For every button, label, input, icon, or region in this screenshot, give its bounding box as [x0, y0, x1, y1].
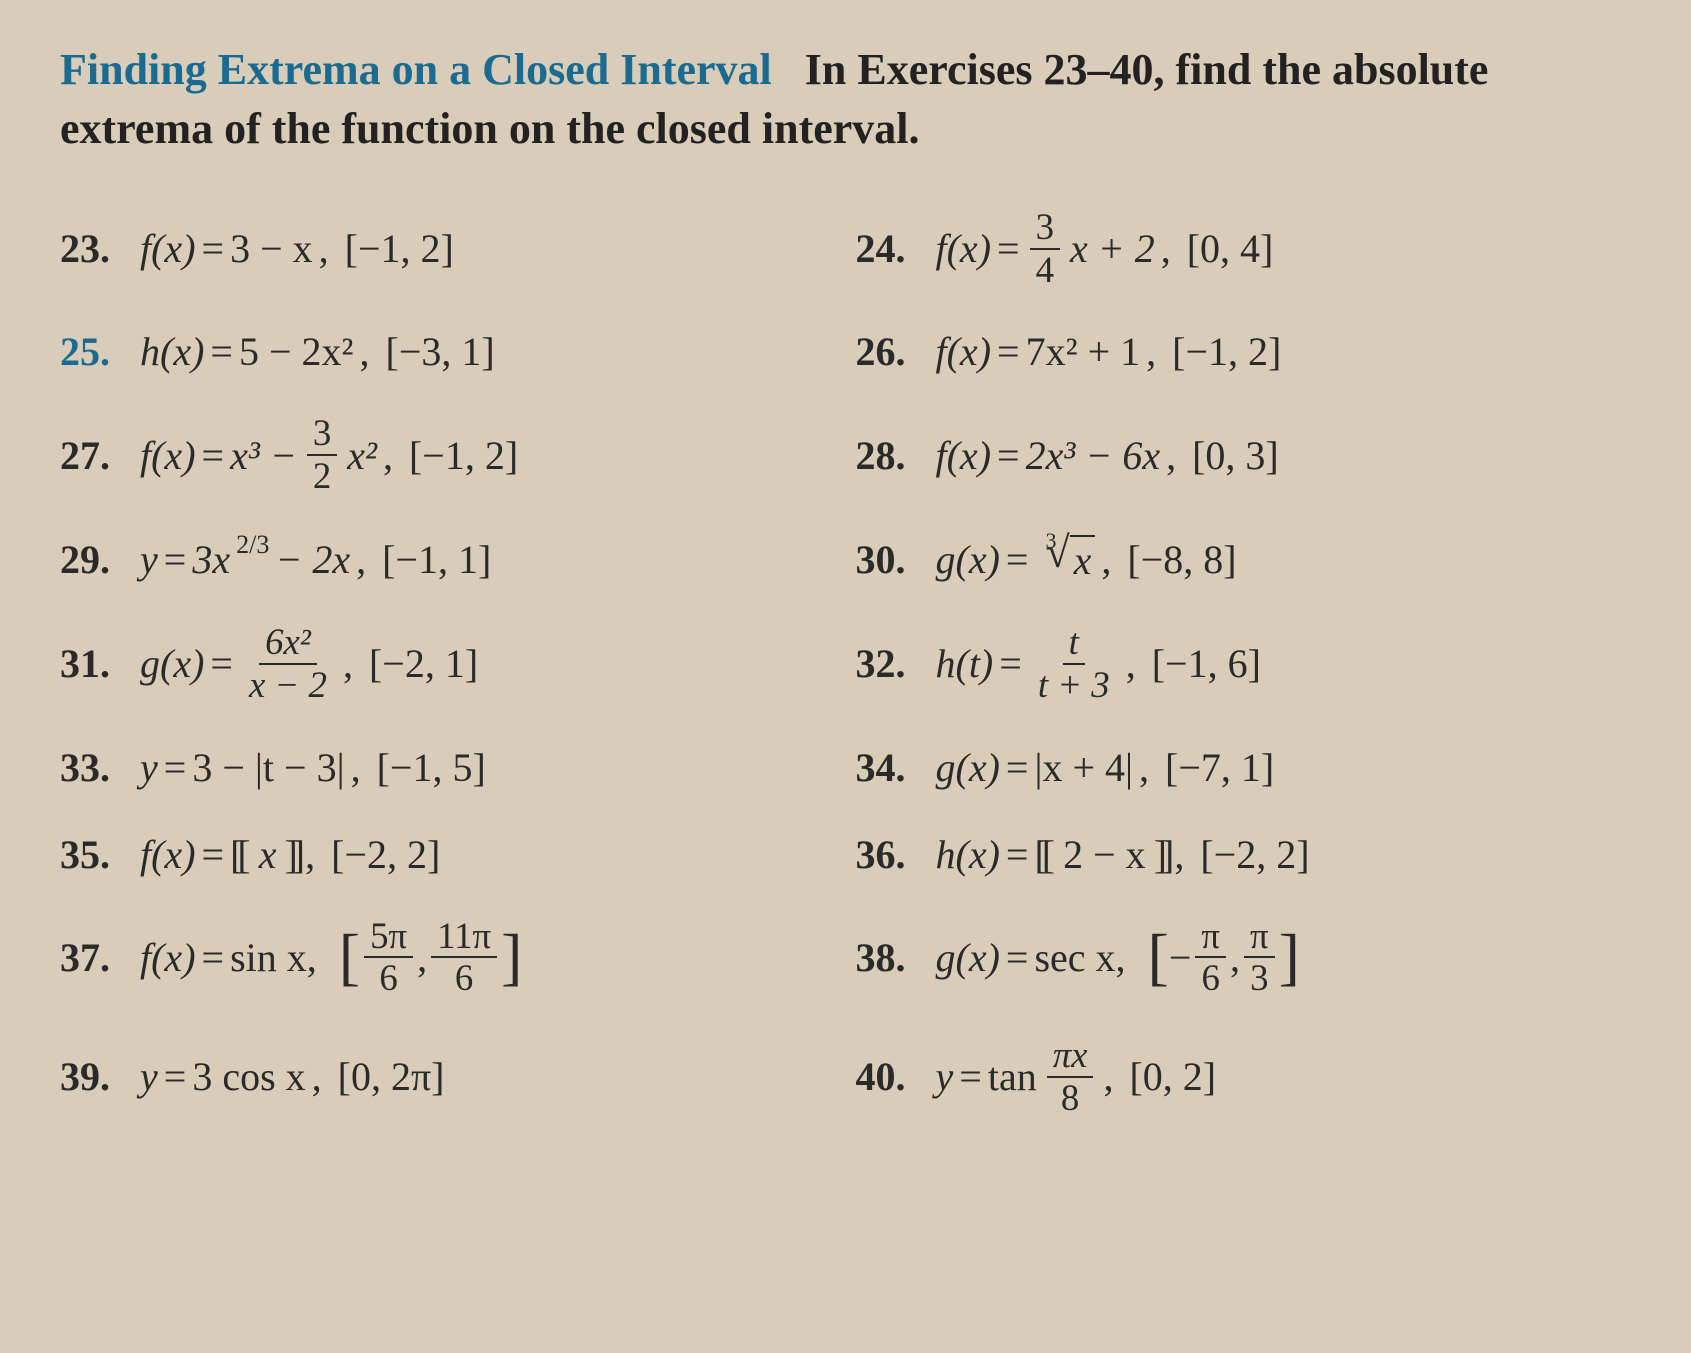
heading-title: Finding Extrema on a Closed Interval	[60, 45, 772, 94]
problem-number: 25.	[60, 328, 124, 375]
fraction: 6x² x − 2	[243, 624, 333, 704]
problem-28: 28. f(x) = 2x³ − 6x, [0, 3]	[856, 415, 1632, 495]
problem-27: 27. f(x) = x³ − 3 2 x², [−1, 2]	[60, 415, 836, 495]
problems-grid: 23. f(x) = 3 − x, [−1, 2] 24. f(x) = 3 4…	[60, 209, 1631, 1117]
fraction: 11π 6	[431, 918, 497, 998]
problem-expression: g(x) = |x + 4|, [−7, 1]	[936, 744, 1275, 791]
problem-expression: f(x) = 2x³ − 6x, [0, 3]	[936, 432, 1279, 479]
problem-expression: g(x) = 3 √x , [−8, 8]	[936, 535, 1237, 584]
problem-33: 33. y = 3 − |t − 3|, [−1, 5]	[60, 744, 836, 791]
problem-number: 36.	[856, 831, 920, 878]
fraction: t t + 3	[1032, 624, 1116, 704]
problem-expression: h(t) = t t + 3 , [−1, 6]	[936, 624, 1261, 704]
problem-expression: f(x) = sin x, [ 5π 6 , 11π 6 ]	[140, 918, 522, 998]
problem-number: 24.	[856, 225, 920, 272]
fraction: 3 4	[1030, 209, 1060, 289]
problem-30: 30. g(x) = 3 √x , [−8, 8]	[856, 535, 1632, 584]
interval-brackets: [ − π 6 , π 3 ]	[1148, 918, 1300, 998]
problem-expression: g(x) = 6x² x − 2 , [−2, 1]	[140, 624, 478, 704]
problem-number: 31.	[60, 640, 124, 687]
fraction: π 6	[1195, 918, 1226, 998]
cube-root: 3 √x	[1034, 535, 1095, 584]
problem-38: 38. g(x) = sec x, [ − π 6 , π 3 ]	[856, 918, 1632, 998]
interval-brackets: [ 5π 6 , 11π 6 ]	[339, 918, 523, 998]
problem-25: 25. h(x) = 5 − 2x², [−3, 1]	[60, 328, 836, 375]
problem-number: 39.	[60, 1053, 124, 1100]
problem-number: 29.	[60, 536, 124, 583]
problem-number: 34.	[856, 744, 920, 791]
problem-number: 32.	[856, 640, 920, 687]
fraction: 5π 6	[364, 918, 413, 998]
problem-number: 23.	[60, 225, 124, 272]
problem-number: 38.	[856, 934, 920, 981]
problem-expression: h(x) = [[2 − x]], [−2, 2]	[936, 831, 1310, 878]
problem-23: 23. f(x) = 3 − x, [−1, 2]	[60, 209, 836, 289]
problem-expression: y = 3x2/3 − 2x, [−1, 1]	[140, 536, 491, 583]
section-heading: Finding Extrema on a Closed Interval In …	[60, 40, 1631, 159]
fraction: πx 8	[1047, 1037, 1094, 1117]
problem-29: 29. y = 3x2/3 − 2x, [−1, 1]	[60, 535, 836, 584]
problem-expression: y = 3 cos x, [0, 2π]	[140, 1053, 445, 1100]
problem-34: 34. g(x) = |x + 4|, [−7, 1]	[856, 744, 1632, 791]
problem-number: 27.	[60, 432, 124, 479]
problem-number: 33.	[60, 744, 124, 791]
problem-number: 28.	[856, 432, 920, 479]
fraction: 3 2	[307, 415, 337, 495]
problem-32: 32. h(t) = t t + 3 , [−1, 6]	[856, 624, 1632, 704]
problem-expression: y = 3 − |t − 3|, [−1, 5]	[140, 744, 486, 791]
problem-expression: f(x) = x³ − 3 2 x², [−1, 2]	[140, 415, 518, 495]
problem-35: 35. f(x) = [[x]], [−2, 2]	[60, 831, 836, 878]
problem-expression: f(x) = 7x² + 1, [−1, 2]	[936, 328, 1282, 375]
problem-expression: f(x) = 3 4 x + 2, [0, 4]	[936, 209, 1274, 289]
problem-number: 40.	[856, 1053, 920, 1100]
problem-24: 24. f(x) = 3 4 x + 2, [0, 4]	[856, 209, 1632, 289]
problem-expression: y = tan πx 8 , [0, 2]	[936, 1037, 1217, 1117]
problem-26: 26. f(x) = 7x² + 1, [−1, 2]	[856, 328, 1632, 375]
problem-expression: f(x) = 3 − x, [−1, 2]	[140, 225, 454, 272]
problem-expression: g(x) = sec x, [ − π 6 , π 3 ]	[936, 918, 1300, 998]
problem-40: 40. y = tan πx 8 , [0, 2]	[856, 1037, 1632, 1117]
problem-36: 36. h(x) = [[2 − x]], [−2, 2]	[856, 831, 1632, 878]
problem-31: 31. g(x) = 6x² x − 2 , [−2, 1]	[60, 624, 836, 704]
problem-37: 37. f(x) = sin x, [ 5π 6 , 11π 6 ]	[60, 918, 836, 998]
problem-expression: h(x) = 5 − 2x², [−3, 1]	[140, 328, 495, 375]
problem-39: 39. y = 3 cos x, [0, 2π]	[60, 1037, 836, 1117]
problem-number: 30.	[856, 536, 920, 583]
fraction: π 3	[1244, 918, 1275, 998]
problem-number: 26.	[856, 328, 920, 375]
problem-number: 35.	[60, 831, 124, 878]
problem-number: 37.	[60, 934, 124, 981]
problem-expression: f(x) = [[x]], [−2, 2]	[140, 831, 440, 878]
